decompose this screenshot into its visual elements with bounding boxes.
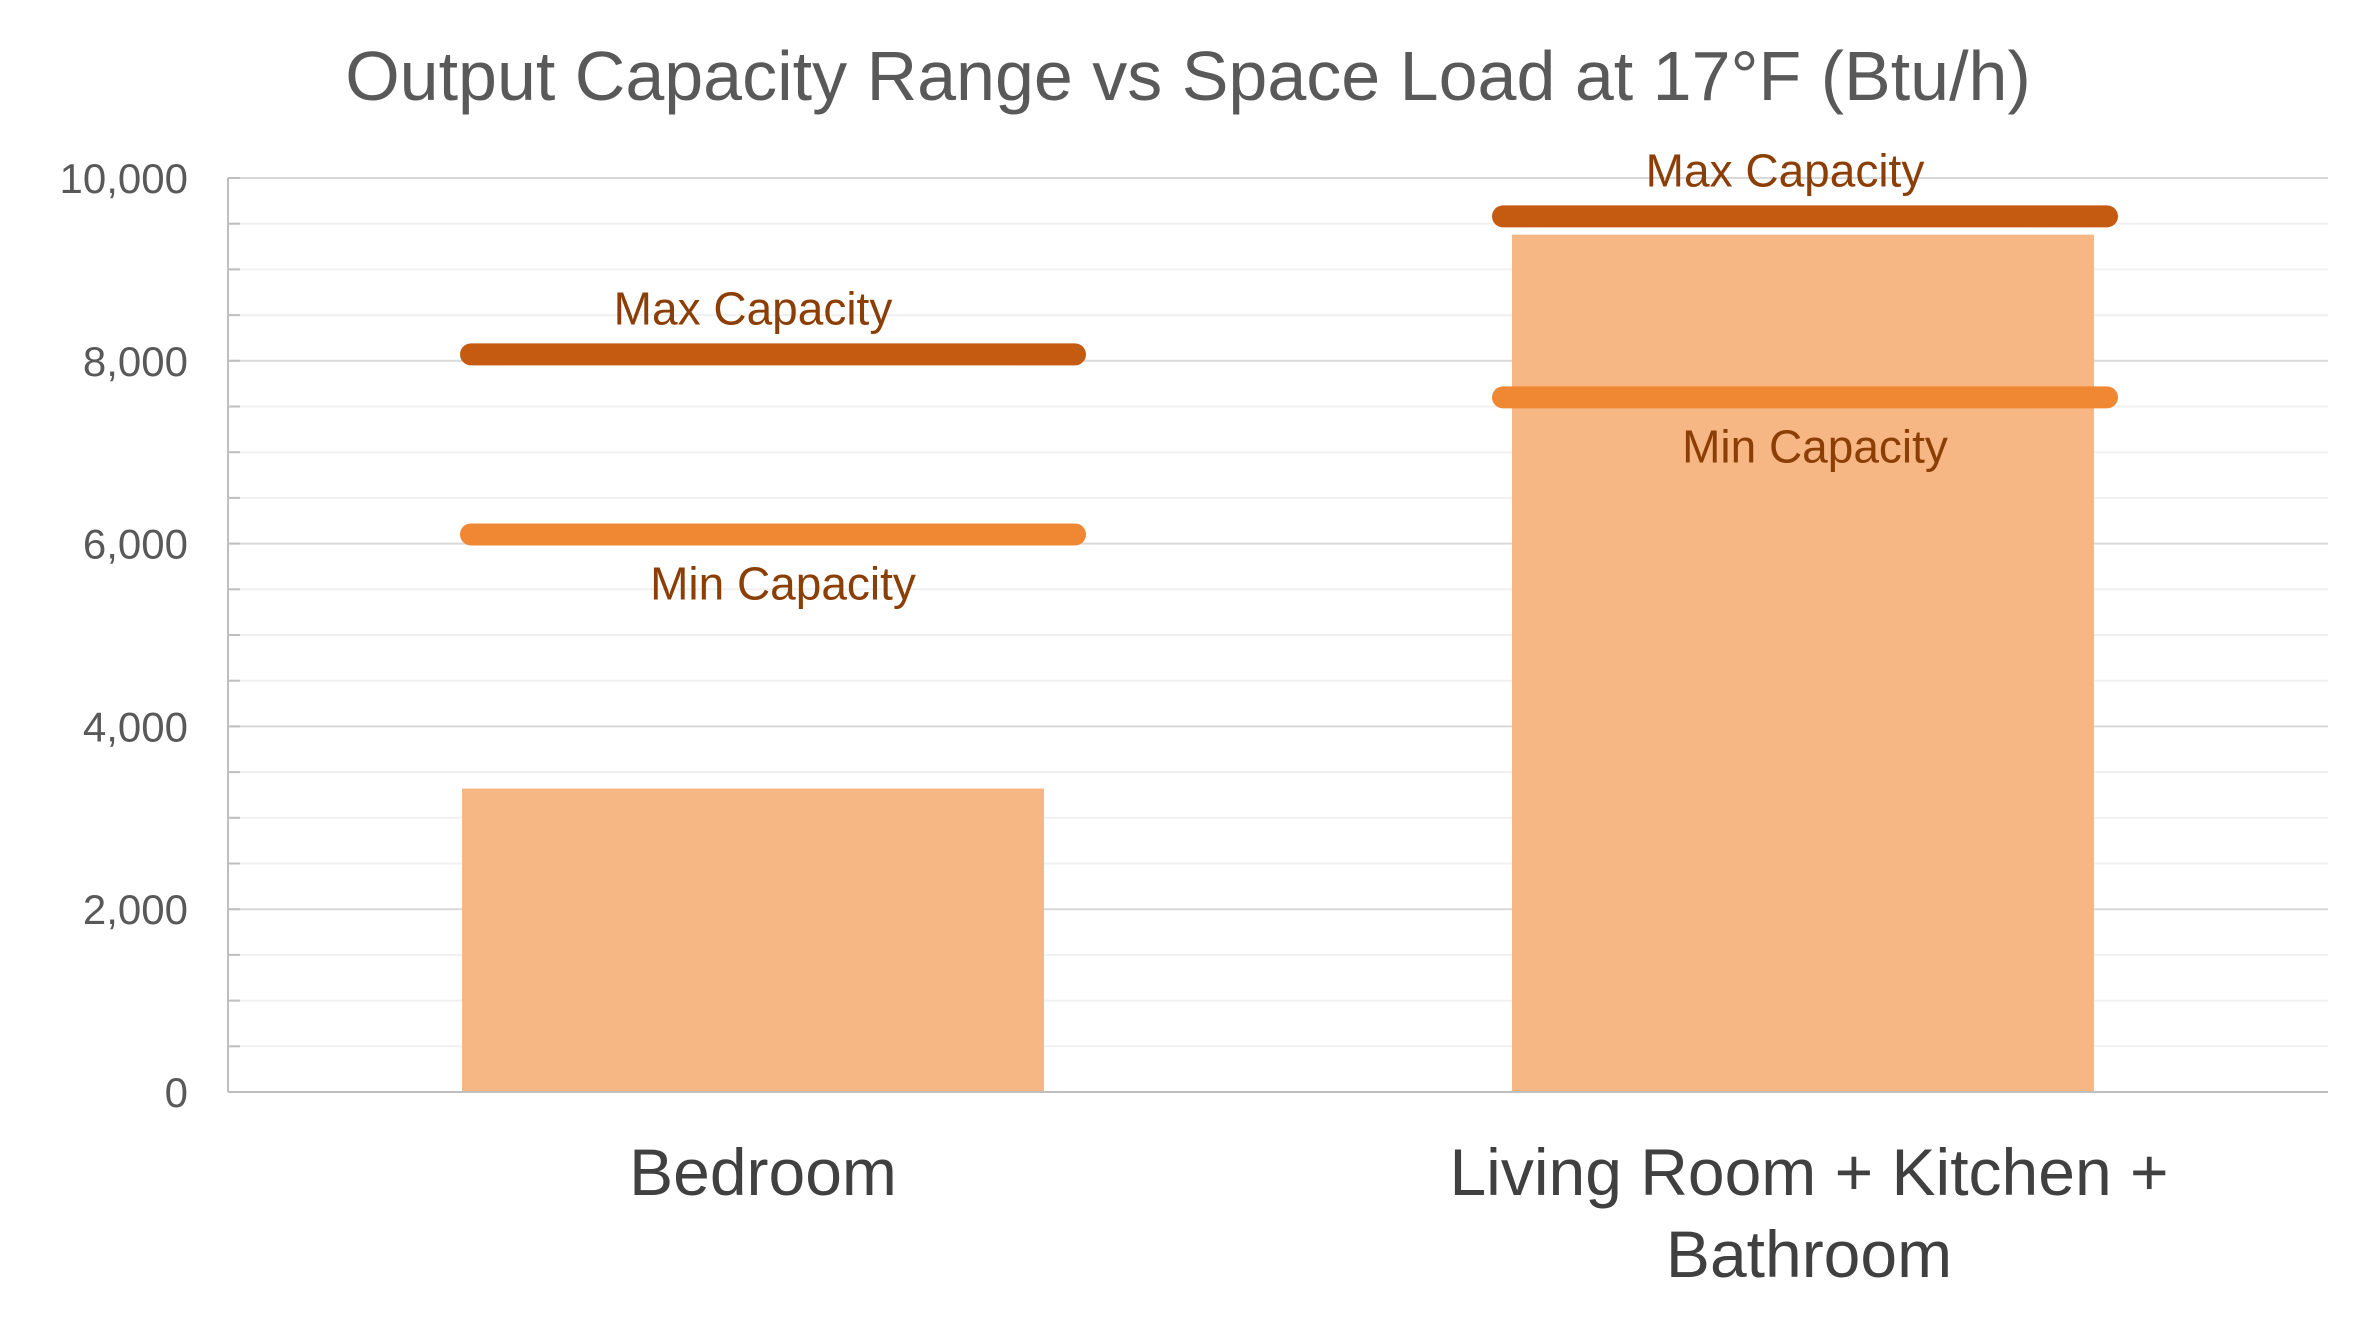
y-tick-label: 10,000 — [60, 155, 188, 202]
y-tick-label: 0 — [165, 1069, 188, 1116]
y-tick-label: 8,000 — [83, 338, 188, 385]
chart-title: Output Capacity Range vs Space Load at 1… — [345, 37, 2031, 115]
x-axis-ticks: Bedroom Living Room + Kitchen + Bathroom — [629, 1135, 2168, 1291]
x-tick-label: Living Room + Kitchen + Bathroom — [1449, 1135, 2168, 1291]
y-axis-ticks: 0 2,000 4,000 6,000 8,000 10,000 — [60, 155, 188, 1116]
min-capacity-label: Min Capacity — [1682, 420, 1948, 472]
y-tick-label: 4,000 — [83, 703, 188, 750]
bars — [462, 234, 2094, 1093]
axes — [227, 177, 2328, 1093]
y-tick-label: 2,000 — [83, 886, 188, 933]
max-capacity-label: Max Capacity — [614, 282, 893, 334]
x-tick-label: Bedroom — [629, 1135, 897, 1209]
min-capacity-label: Min Capacity — [650, 557, 916, 609]
capacity-ranges: Max Capacity Min Capacity Max Capacity Min … — [460, 144, 2118, 609]
bar — [462, 788, 1044, 1092]
max-capacity-label: Max Capacity — [1646, 144, 1925, 196]
y-tick-label: 6,000 — [83, 521, 188, 568]
bar — [1512, 234, 2094, 1093]
